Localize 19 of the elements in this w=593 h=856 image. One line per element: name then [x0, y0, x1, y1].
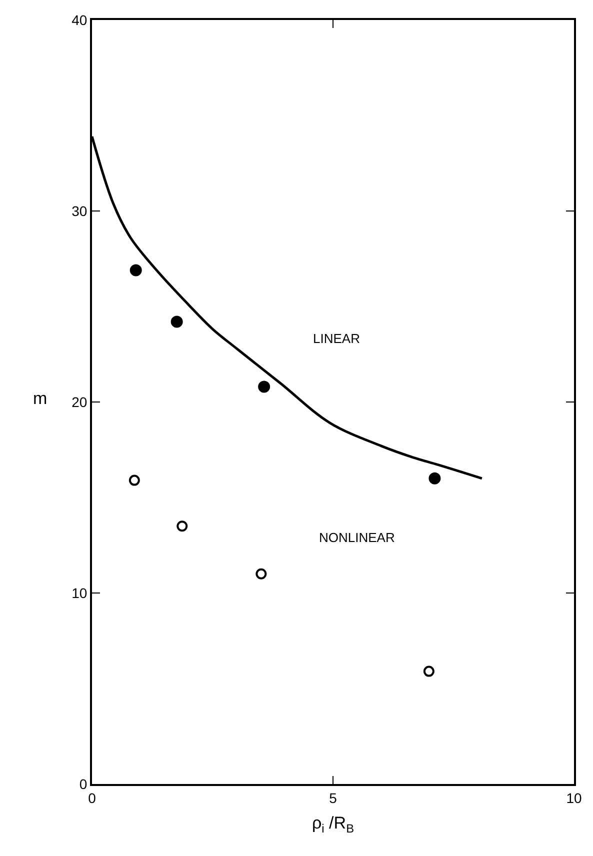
x-tick-label: 5	[329, 790, 338, 806]
point	[258, 380, 270, 393]
point	[128, 474, 140, 486]
y-tick-label: 30	[72, 202, 88, 219]
point	[170, 316, 183, 328]
point	[176, 520, 188, 532]
y-tick-label: 0	[79, 776, 88, 792]
y-axis-title: m	[33, 389, 48, 408]
annotation: NONLINEAR	[319, 530, 395, 545]
point	[428, 472, 441, 484]
x-tick-label: 10	[566, 790, 582, 806]
point	[256, 568, 267, 580]
annotation: LINEAR	[313, 331, 360, 346]
y-tick-label: 40	[72, 12, 88, 28]
point	[130, 264, 142, 276]
y-tick-label: 20	[72, 394, 88, 410]
point	[423, 666, 434, 677]
x-axis-title: ρ$_{i}$ /R$_{B}$	[312, 814, 354, 836]
y-tick-label: 10	[72, 584, 88, 601]
